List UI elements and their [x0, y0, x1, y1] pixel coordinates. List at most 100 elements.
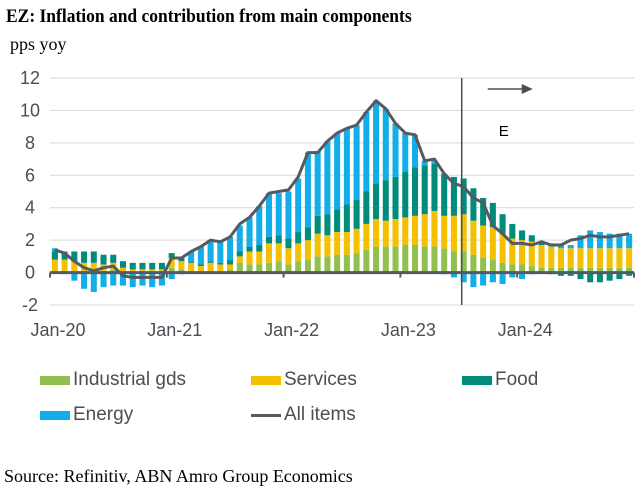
bar-energy [392, 123, 399, 177]
bar-food [51, 251, 58, 260]
bar-energy [285, 191, 292, 239]
bar-industrial-gds [168, 267, 175, 273]
bar-energy [304, 152, 311, 228]
bar-food [158, 262, 165, 270]
bar-industrial-gds [353, 253, 360, 273]
gridlines [50, 77, 634, 306]
bar-energy [577, 235, 584, 249]
bar-industrial-gds [577, 267, 584, 273]
bar-services [285, 248, 292, 265]
bar-energy [353, 125, 360, 200]
bar-services [392, 219, 399, 247]
bar-food [489, 202, 496, 228]
bar-food [227, 259, 234, 265]
bar-services [606, 248, 613, 268]
bar-energy [460, 272, 467, 283]
bar-energy [626, 233, 633, 249]
bar-services [353, 228, 360, 254]
bar-energy [90, 272, 97, 293]
bar-food [236, 251, 243, 257]
bar-energy [557, 245, 565, 249]
bar-industrial-gds [480, 257, 487, 273]
bar-food [411, 167, 419, 216]
bar-industrial-gds [256, 264, 263, 273]
bar-industrial-gds [324, 256, 331, 273]
y-tick-label: 0 [25, 263, 35, 283]
bar-services [411, 215, 419, 246]
legend-swatch-industrial-gds [40, 375, 70, 385]
bar-industrial-gds [382, 246, 389, 273]
bar-food [217, 262, 224, 265]
legend-label: Food [495, 369, 539, 390]
bar-industrial-gds [538, 267, 545, 273]
legend-item-all-items[interactable]: All items [251, 404, 356, 426]
x-axis-ticks: Jan-20 Jan-21 Jan-22 Jan-23 Jan-24 [30, 320, 552, 340]
bar-services [246, 251, 253, 265]
bar-food [129, 262, 136, 270]
bar-services [217, 264, 224, 271]
legend-label: Services [284, 369, 357, 390]
bar-food [119, 261, 127, 268]
legend-item-food[interactable]: Food [462, 369, 538, 391]
bar-services [314, 233, 321, 257]
bar-services [149, 269, 156, 273]
bar-food [587, 272, 594, 283]
y-tick-label: 10 [20, 100, 40, 120]
bar-food [285, 238, 292, 249]
bar-energy [236, 225, 243, 252]
y-tick-label: 4 [25, 198, 35, 218]
bar-services [324, 235, 331, 257]
bar-food [110, 254, 117, 263]
bar-industrial-gds [509, 264, 516, 273]
y-tick-label: 2 [25, 230, 35, 250]
bar-food [402, 172, 409, 218]
y-tick-label: 8 [25, 133, 35, 153]
bar-series [51, 100, 633, 293]
bar-food [519, 230, 526, 241]
bar-services [587, 248, 594, 268]
legend-item-industrial-gds[interactable]: Industrial gds [40, 369, 186, 391]
bar-food [509, 223, 516, 239]
bar-food [304, 227, 311, 241]
x-tick-label: Jan-24 [498, 320, 553, 340]
bar-food [149, 262, 156, 270]
bar-energy [616, 233, 623, 249]
bar-services [548, 246, 555, 268]
bar-food [363, 191, 370, 224]
bar-energy [265, 193, 273, 237]
bar-energy [587, 230, 594, 249]
bar-energy [129, 272, 136, 288]
bar-services [343, 232, 350, 255]
forecast-label: E [499, 123, 509, 140]
legend-item-services[interactable]: Services [251, 369, 357, 391]
chart-title: EZ: Inflation and contribution from main… [6, 6, 412, 27]
bar-food [450, 176, 457, 216]
bar-services [256, 251, 263, 265]
x-tick-label: Jan-20 [30, 320, 85, 340]
bar-services [441, 215, 448, 249]
bar-energy [363, 112, 370, 192]
bar-services [139, 269, 146, 273]
legend-item-energy[interactable]: Energy [40, 404, 133, 426]
legend-swatch-services [251, 375, 281, 385]
bar-food [139, 262, 146, 270]
bar-industrial-gds [373, 246, 380, 273]
bar-industrial-gds [567, 267, 574, 273]
bar-energy [509, 272, 516, 278]
bar-energy [119, 272, 127, 286]
bar-services [71, 261, 78, 271]
bar-industrial-gds [236, 262, 243, 273]
bar-energy [411, 134, 419, 168]
bar-food [295, 232, 302, 244]
bar-energy [188, 251, 195, 262]
bar-energy [324, 141, 331, 215]
bar-services [304, 240, 311, 260]
bar-energy [246, 217, 253, 247]
bar-services [90, 262, 97, 271]
y-axis-ticks: -2 0 2 4 6 8 10 12 [20, 68, 40, 315]
bar-food [246, 246, 253, 252]
bar-services [265, 243, 273, 263]
bar-food [188, 261, 195, 263]
